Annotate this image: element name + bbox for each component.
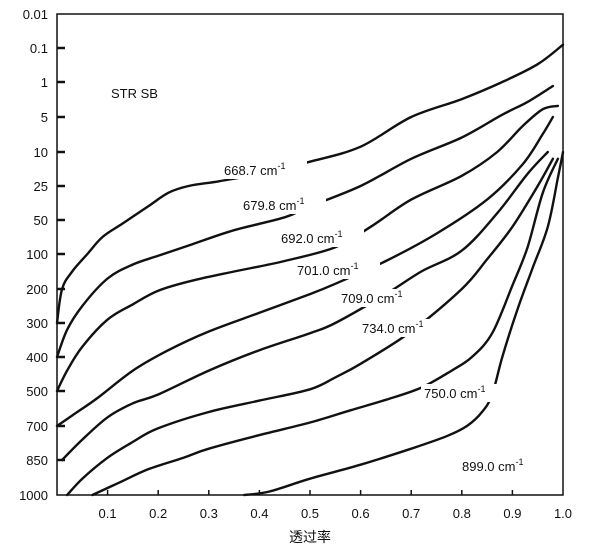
y-axis: 0.01 0.1 1 5 10 25 50 100 200 300 400 500 700 850 1000 xyxy=(19,7,65,503)
series-label-background xyxy=(294,261,380,279)
curve-labels: 668.7 cm-1 679.8 cm-1 692.0 cm-1 701.0 cm-1… xyxy=(221,161,545,475)
y-tick-label: 0.1 xyxy=(30,41,48,56)
series-label: 679.8 cm-1 xyxy=(243,196,305,213)
series-line xyxy=(55,84,555,359)
series-label-background xyxy=(421,384,507,402)
curves xyxy=(55,43,565,497)
series-label: 734.0 cm-1 xyxy=(362,319,424,336)
y-tick-label: 0.01 xyxy=(23,7,48,22)
y-tick-label: 500 xyxy=(26,384,48,399)
series-line xyxy=(55,115,555,428)
y-tick-label: 100 xyxy=(26,247,48,262)
series-line xyxy=(65,157,555,497)
y-tick-label: 1000 xyxy=(19,488,48,503)
series-label-background xyxy=(459,457,545,475)
chart-annotation: STR SB xyxy=(111,86,158,101)
series-label-background xyxy=(240,196,326,214)
series-label-background xyxy=(359,319,445,337)
x-tick-label: 0.5 xyxy=(301,506,319,521)
series-label: 701.0 cm-1 xyxy=(297,261,359,278)
x-tick-label: 0.4 xyxy=(250,506,268,521)
series-line xyxy=(243,150,565,497)
x-tick-label: 0.2 xyxy=(149,506,167,521)
x-tick-label: 1.0 xyxy=(554,506,572,521)
series-line xyxy=(91,157,560,497)
series-line xyxy=(60,150,549,462)
y-tick-label: 1 xyxy=(41,75,48,90)
series-label-background xyxy=(278,229,364,247)
y-tick-label: 200 xyxy=(26,282,48,297)
y-tick-label: 5 xyxy=(41,110,48,125)
x-tick-label: 0.1 xyxy=(99,506,117,521)
y-tick-label: 850 xyxy=(26,453,48,468)
x-tick-label: 0.6 xyxy=(352,506,370,521)
x-tick-label: 0.9 xyxy=(503,506,521,521)
y-tick-label: 10 xyxy=(34,145,48,160)
y-tick-label: 300 xyxy=(26,316,48,331)
series-line xyxy=(55,104,560,393)
series-label-background xyxy=(221,161,307,179)
x-tick-label: 0.7 xyxy=(402,506,420,521)
x-tick-label: 0.3 xyxy=(200,506,218,521)
y-tick-label: 400 xyxy=(26,350,48,365)
series-label: 709.0 cm-1 xyxy=(341,289,403,306)
series-label: 692.0 cm-1 xyxy=(281,229,343,246)
series-label: 668.7 cm-1 xyxy=(224,161,286,178)
series-label-background xyxy=(338,289,424,307)
y-tick-label: 25 xyxy=(34,179,48,194)
series-label: 750.0 cm-1 xyxy=(424,384,486,401)
y-tick-label: 50 xyxy=(34,213,48,228)
series-label: 899.0 cm-1 xyxy=(462,457,524,474)
x-axis-title: 透过率 xyxy=(289,529,331,546)
y-tick-label: 700 xyxy=(26,419,48,434)
x-tick-label: 0.8 xyxy=(453,506,471,521)
series-line xyxy=(55,43,565,325)
